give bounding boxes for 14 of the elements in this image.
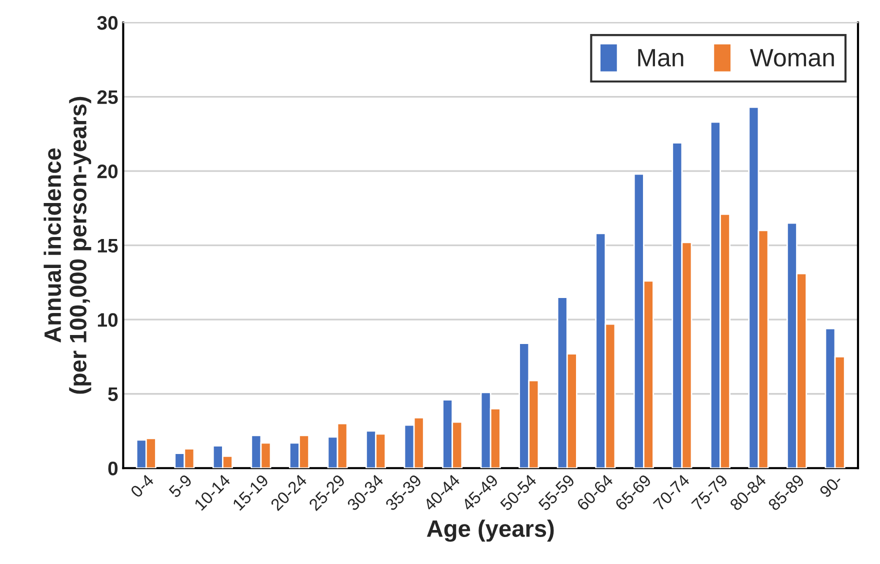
- y-tick-label: 15: [98, 239, 118, 253]
- y-tick-label: 5: [108, 388, 118, 402]
- y-axis-title: Annual incidence (per 100,000 person-years): [44, 96, 92, 394]
- y-tick-label: 20: [97, 164, 118, 178]
- y-tick-label: 30: [97, 16, 118, 30]
- y-tick-label: 10: [98, 313, 118, 327]
- x-tick-label: 0-4: [130, 474, 154, 498]
- y-tick-label: 25: [97, 90, 118, 104]
- x-axis-title: Age (years): [426, 520, 554, 542]
- y-tick-label: 0: [108, 462, 118, 476]
- legend-label: Man: [638, 49, 684, 67]
- x-tick-label: 5-9: [168, 474, 193, 498]
- legend-label: Woman: [750, 49, 834, 67]
- x-tick-label: 90-: [818, 474, 844, 498]
